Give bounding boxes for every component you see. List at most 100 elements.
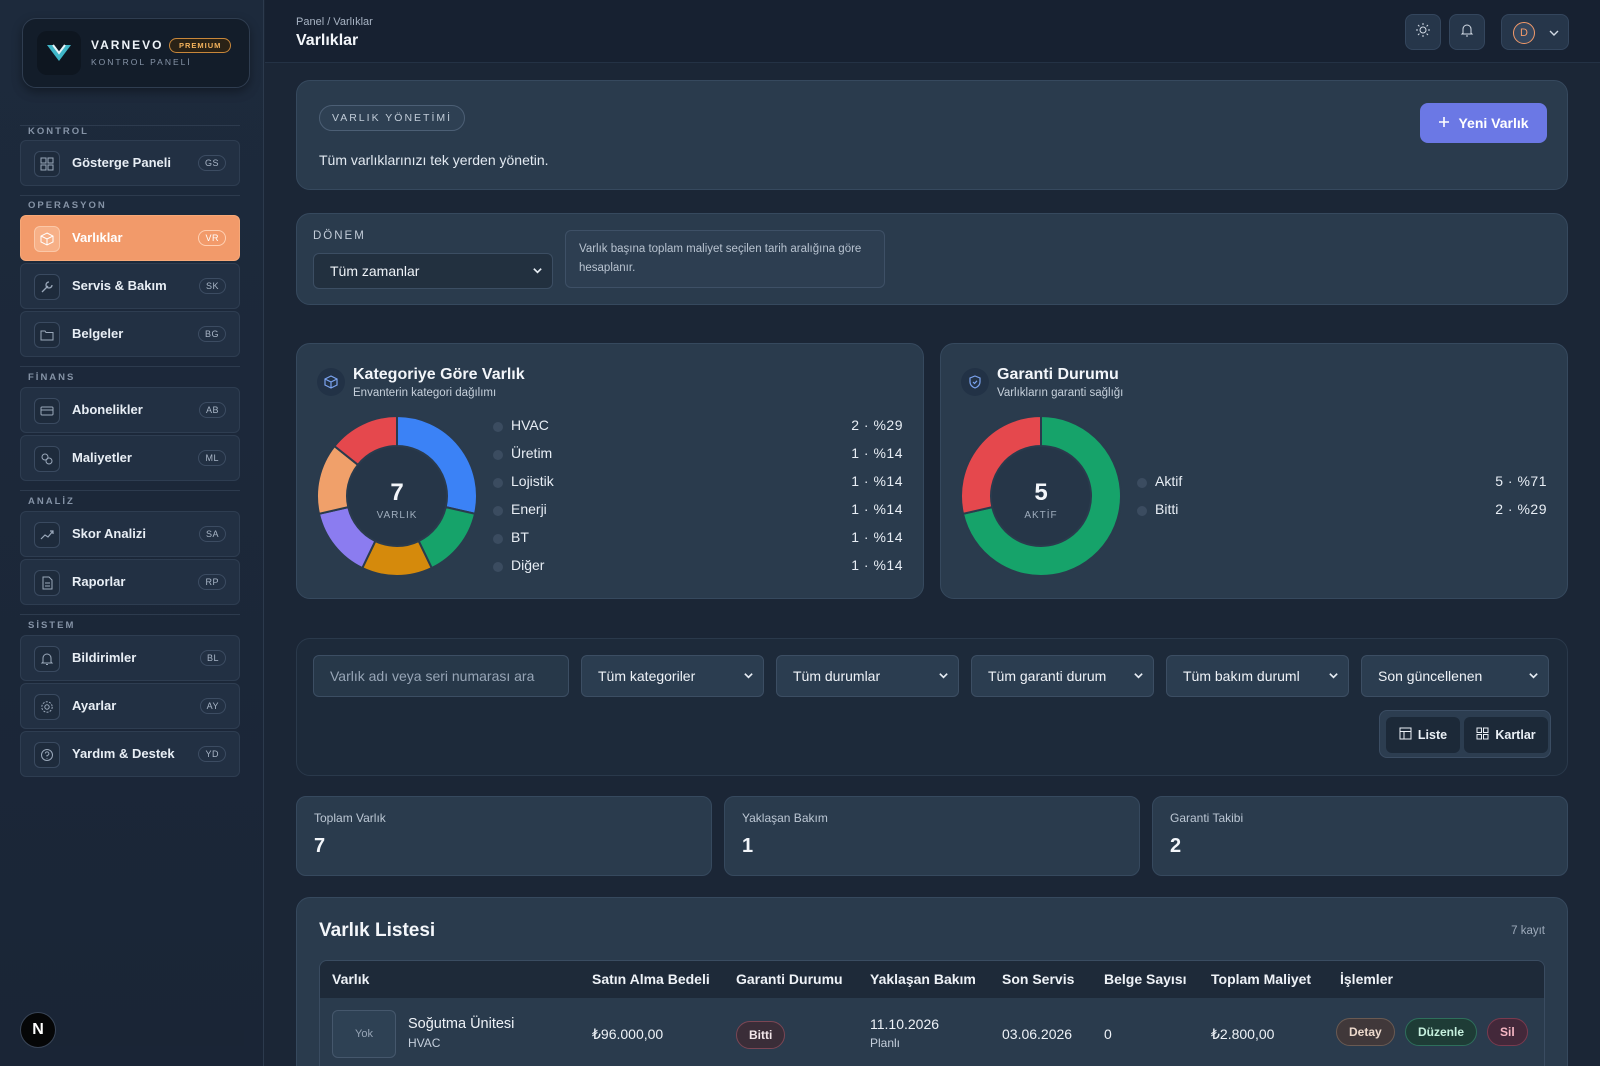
legend-item[interactable]: HVAC 2 · %29 [493, 416, 903, 444]
list-view-button[interactable]: Liste [1386, 717, 1460, 753]
detail-button[interactable]: Detay [1336, 1018, 1395, 1046]
legend-label: Diğer [511, 557, 545, 573]
chevron-down-icon [938, 668, 949, 684]
sidebar-item-assets[interactable]: Varlıklar VR [20, 215, 240, 261]
sidebar-item-subscriptions[interactable]: Abonelikler AB [20, 387, 240, 433]
coins-icon [34, 446, 60, 472]
delete-button[interactable]: Sil [1487, 1018, 1528, 1046]
legend-dot [1137, 506, 1147, 516]
legend-dot [493, 422, 503, 432]
legend-dot [1137, 478, 1147, 488]
sidebar-item-badge: AB [198, 402, 226, 418]
column-header[interactable]: Satın Alma Bedeli [592, 971, 710, 987]
column-header[interactable]: Son Servis [1002, 971, 1075, 987]
wrench-icon [34, 274, 60, 300]
legend-item[interactable]: Üretim 1 · %14 [493, 444, 903, 472]
cards-view-button[interactable]: Kartlar [1464, 717, 1548, 753]
donut-slice-diğer[interactable] [333, 414, 398, 467]
table-row[interactable]: Yok Soğutma Ünitesi HVAC ₺96.000,00 Bitt… [320, 998, 1544, 1066]
theme-toggle-button[interactable] [1405, 14, 1441, 50]
sidebar-item-badge: YD [198, 746, 226, 762]
section-divider [20, 490, 240, 491]
legend-value: 1 · %14 [851, 529, 903, 545]
sidebar-item-label: Maliyetler [72, 450, 132, 465]
select-value: Tüm bakım duruml [1183, 668, 1300, 684]
section-divider [20, 366, 240, 367]
edit-button[interactable]: Düzenle [1405, 1018, 1478, 1046]
legend-item[interactable]: Bitti 2 · %29 [1137, 500, 1547, 528]
search-input[interactable]: Varlık adı veya seri numarası ara [313, 655, 569, 697]
maintenance-status: Planlı [870, 1036, 901, 1050]
legend-item[interactable]: Aktif 5 · %71 [1137, 472, 1547, 500]
status-filter-select[interactable]: Tüm durumlar [776, 655, 959, 697]
gear-icon [34, 694, 60, 720]
legend-value: 5 · %71 [1495, 473, 1547, 489]
sidebar-item-reports[interactable]: Raporlar RP [20, 559, 240, 605]
sidebar-item-costs[interactable]: Maliyetler ML [20, 435, 240, 481]
stat-total-assets: Toplam Varlık 7 [296, 796, 712, 876]
avatar: D [1513, 22, 1535, 44]
asset-name[interactable]: Soğutma Ünitesi [408, 1016, 515, 1032]
chart-title: Garanti Durumu [997, 366, 1119, 383]
chevron-down-icon [743, 668, 754, 684]
sidebar-item-label: Abonelikler [72, 402, 143, 417]
bell-icon [34, 646, 60, 672]
column-header[interactable]: Garanti Durumu [736, 971, 843, 987]
legend-item[interactable]: BT 1 · %14 [493, 528, 903, 556]
donut-center-label: VARLIK [377, 510, 418, 521]
chevron-down-icon [1133, 668, 1144, 684]
notifications-button[interactable] [1449, 14, 1485, 50]
sidebar-item-label: Ayarlar [72, 698, 117, 713]
legend-value: 1 · %14 [851, 473, 903, 489]
sidebar-item-dashboard[interactable]: Gösterge Paneli GS [20, 140, 240, 186]
stat-upcoming-maintenance: Yaklaşan Bakım 1 [724, 796, 1140, 876]
donut-slice-aktif[interactable] [961, 414, 1122, 577]
total-cost: ₺2.800,00 [1211, 1026, 1275, 1042]
new-asset-button[interactable]: Yeni Varlık [1420, 103, 1547, 143]
sidebar-item-settings[interactable]: Ayarlar AY [20, 683, 240, 729]
legend-item[interactable]: Lojistik 1 · %14 [493, 472, 903, 500]
asset-list-panel: Varlık Listesi 7 kayıt Varlık Satın Alma… [296, 897, 1568, 1066]
sidebar-item-badge: VR [198, 230, 226, 246]
sidebar-item-documents[interactable]: Belgeler BG [20, 311, 240, 357]
stat-label: Toplam Varlık [314, 811, 386, 825]
sort-select[interactable]: Son güncellenen [1361, 655, 1549, 697]
category-filter-select[interactable]: Tüm kategoriler [581, 655, 764, 697]
sidebar-item-badge: ML [198, 450, 226, 466]
brand-card[interactable]: VARNEVO PREMIUM KONTROL PANELİ [22, 18, 250, 88]
column-header[interactable]: Belge Sayısı [1104, 971, 1187, 987]
asset-management-hero: VARLIK YÖNETİMİ Tüm varlıklarınızı tek y… [296, 80, 1568, 190]
legend-value: 1 · %14 [851, 557, 903, 573]
select-value: Son güncellenen [1378, 668, 1483, 684]
sidebar-item-notifications[interactable]: Bildirimler BL [20, 635, 240, 681]
column-header: İşlemler [1340, 971, 1393, 987]
chevron-down-icon [1528, 668, 1539, 684]
asset-filter-bar: Varlık adı veya seri numarası ara Tüm ka… [296, 638, 1568, 776]
period-select[interactable]: Tüm zamanlar [313, 253, 553, 289]
new-asset-label: Yeni Varlık [1458, 115, 1529, 131]
column-header[interactable]: Toplam Maliyet [1211, 971, 1312, 987]
sidebar-item-service[interactable]: Servis & Bakım SK [20, 263, 240, 309]
breadcrumb[interactable]: Panel / Varlıklar [296, 16, 373, 28]
legend-item[interactable]: Diğer 1 · %14 [493, 556, 903, 584]
column-header[interactable]: Varlık [332, 971, 370, 987]
stat-value: 1 [742, 835, 754, 857]
legend-item[interactable]: Enerji 1 · %14 [493, 500, 903, 528]
warranty-filter-select[interactable]: Tüm garanti durum [971, 655, 1154, 697]
sidebar-item-help[interactable]: Yardım & Destek YD [20, 731, 240, 777]
bell-icon [1459, 22, 1475, 43]
donut-slice-bitti[interactable] [960, 414, 1042, 515]
trend-icon [34, 522, 60, 548]
sidebar-item-score-analysis[interactable]: Skor Analizi SA [20, 511, 240, 557]
period-select-value: Tüm zamanlar [330, 263, 420, 279]
last-service-date: 03.06.2026 [1002, 1026, 1073, 1042]
user-menu-button[interactable]: D [1501, 14, 1569, 50]
foot-badge[interactable]: N [20, 1012, 56, 1048]
legend-label: BT [511, 529, 529, 545]
brand-subtitle: KONTROL PANELİ [91, 57, 192, 67]
maintenance-filter-select[interactable]: Tüm bakım duruml [1166, 655, 1349, 697]
record-count: 7 kayıt [1511, 925, 1545, 937]
legend-value: 2 · %29 [1495, 501, 1547, 517]
select-value: Tüm durumlar [793, 668, 881, 684]
column-header[interactable]: Yaklaşan Bakım [870, 971, 976, 987]
